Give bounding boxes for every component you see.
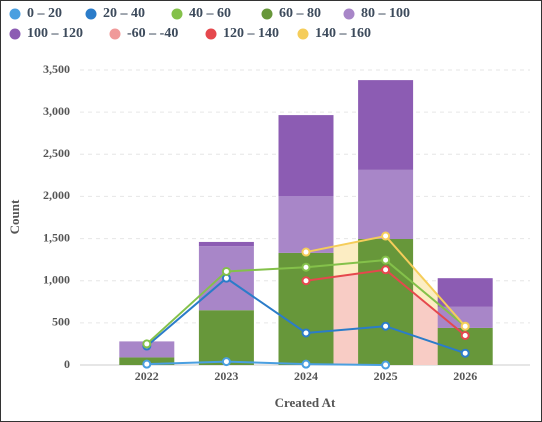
labels: 0 500 1,000 1,500 2,000 2,500 3,000 3,500 2022 20… — [9, 6, 477, 383]
series-line — [146, 360, 386, 366]
legend-swatch — [261, 8, 273, 20]
bar — [278, 196, 334, 253]
legend-label: 0 – 20 — [27, 6, 62, 21]
bar — [198, 310, 254, 365]
legend-label: 140 – 160 — [315, 26, 371, 41]
legend-label: 100 – 120 — [27, 26, 83, 41]
point — [142, 339, 152, 349]
point — [460, 331, 470, 340]
y-tick-label: 2,000 — [43, 188, 70, 202]
bar — [358, 80, 414, 170]
y-tick-label: 0 — [64, 357, 70, 371]
x-tick-label: 2023 — [214, 369, 238, 383]
legend-swatch — [205, 28, 217, 40]
point — [301, 328, 311, 338]
x-tick-label: 2024 — [294, 369, 318, 383]
legend-label: 120 – 140 — [223, 26, 279, 41]
y-tick-label: 2,500 — [43, 146, 70, 160]
legend-label: 20 – 40 — [103, 6, 145, 21]
point — [381, 255, 391, 265]
x-tick-label: 2022 — [135, 369, 159, 383]
legend-swatch — [171, 8, 183, 20]
point — [301, 262, 311, 272]
legend-swatch — [109, 28, 121, 40]
y-tick-label: 3,500 — [43, 62, 70, 76]
point — [381, 265, 391, 275]
point — [381, 360, 391, 370]
y-tick-label: 3,000 — [43, 104, 70, 118]
bar — [278, 115, 334, 197]
bar — [437, 278, 493, 307]
x-axis-label: Created At — [275, 395, 336, 410]
x-tick-label: 2026 — [453, 369, 477, 383]
point — [221, 266, 231, 276]
point — [301, 359, 311, 369]
legend-label: -60 – -40 — [127, 26, 178, 41]
y-axis-label: Count — [7, 199, 22, 234]
point — [381, 231, 391, 241]
y-tick-label: 1,000 — [43, 272, 70, 286]
point — [460, 348, 470, 358]
point — [460, 321, 470, 331]
point — [301, 247, 311, 257]
legend-swatch — [9, 8, 21, 20]
bar — [358, 169, 414, 239]
legend-swatch — [343, 8, 355, 20]
legend-swatch — [9, 28, 21, 40]
y-tick-label: 500 — [52, 315, 70, 329]
legend-label: 40 – 60 — [189, 6, 231, 21]
x-tick-label: 2025 — [374, 369, 398, 383]
bar — [198, 241, 254, 247]
point — [381, 321, 391, 331]
lines — [142, 231, 470, 370]
legend-swatch — [297, 28, 309, 40]
legend-label: 60 – 80 — [279, 6, 321, 21]
y-tick-label: 1,500 — [43, 230, 70, 244]
legend-swatch — [85, 8, 97, 20]
point — [221, 357, 231, 367]
point — [301, 276, 311, 286]
legend-label: 80 – 100 — [361, 6, 410, 21]
bars — [119, 80, 493, 365]
point — [142, 359, 152, 369]
